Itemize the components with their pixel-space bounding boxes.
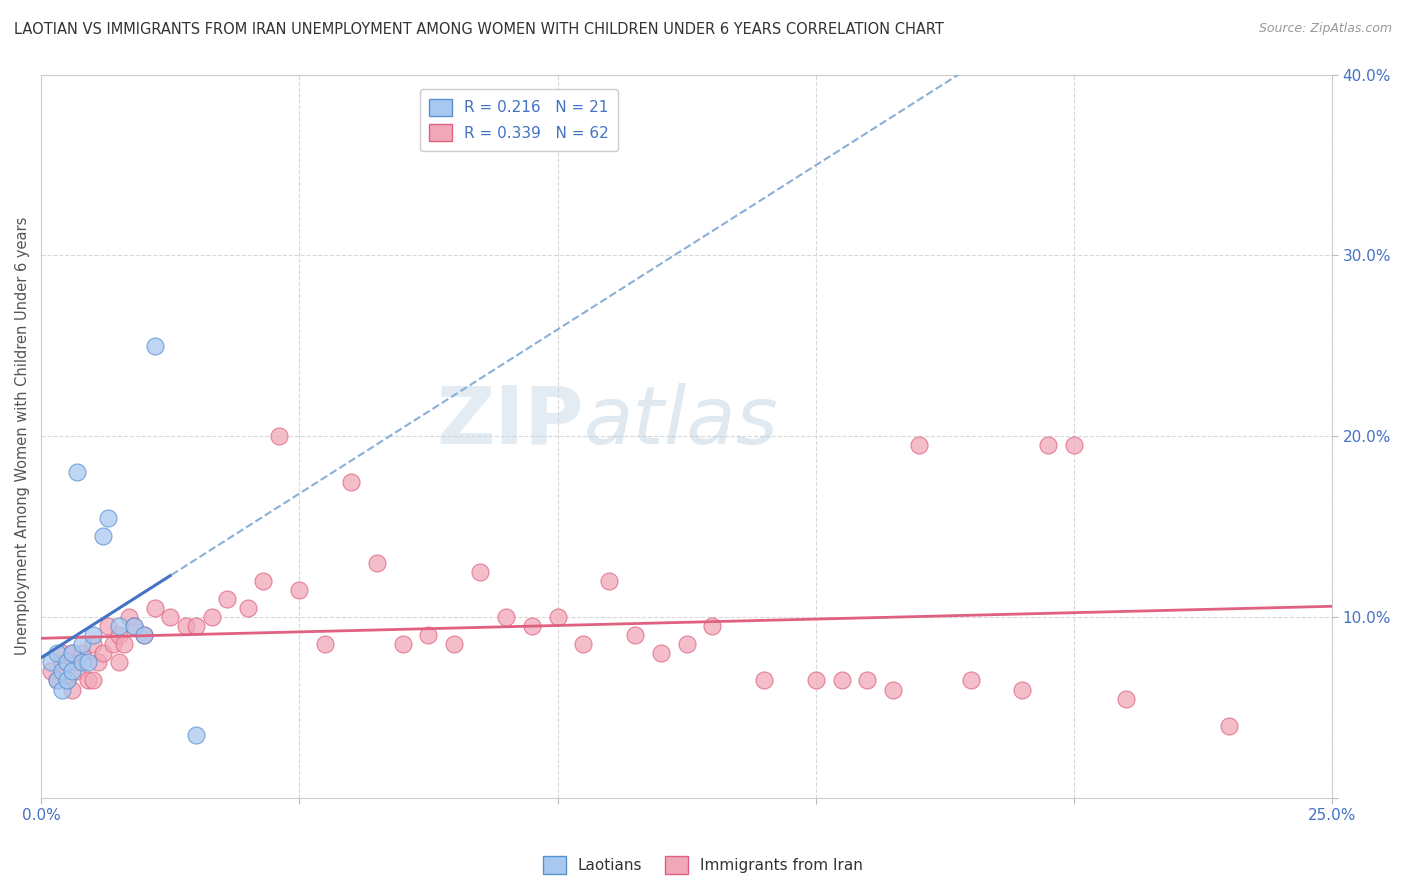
Point xyxy=(252,574,274,588)
Point xyxy=(267,429,290,443)
Point xyxy=(107,628,129,642)
Point xyxy=(122,619,145,633)
Point xyxy=(200,610,222,624)
Point xyxy=(97,510,120,524)
Point xyxy=(118,610,141,624)
Point xyxy=(41,656,63,670)
Point xyxy=(56,656,79,670)
Point xyxy=(702,619,724,633)
Point xyxy=(122,619,145,633)
Point xyxy=(215,592,238,607)
Point xyxy=(159,610,181,624)
Point xyxy=(314,637,336,651)
Point xyxy=(547,610,569,624)
Point xyxy=(60,665,83,679)
Point xyxy=(82,628,104,642)
Point xyxy=(143,339,166,353)
Point xyxy=(1218,719,1240,733)
Point xyxy=(56,656,79,670)
Point xyxy=(60,646,83,660)
Point xyxy=(856,673,879,688)
Point xyxy=(76,673,98,688)
Point xyxy=(495,610,517,624)
Point xyxy=(443,637,465,651)
Point xyxy=(97,619,120,633)
Point xyxy=(831,673,853,688)
Point xyxy=(1036,438,1059,452)
Point xyxy=(572,637,595,651)
Point xyxy=(468,565,491,579)
Point xyxy=(45,673,67,688)
Point xyxy=(134,628,156,642)
Text: LAOTIAN VS IMMIGRANTS FROM IRAN UNEMPLOYMENT AMONG WOMEN WITH CHILDREN UNDER 6 Y: LAOTIAN VS IMMIGRANTS FROM IRAN UNEMPLOY… xyxy=(14,22,943,37)
Point xyxy=(51,656,73,670)
Legend: R = 0.216   N = 21, R = 0.339   N = 62: R = 0.216 N = 21, R = 0.339 N = 62 xyxy=(419,89,617,151)
Point xyxy=(41,665,63,679)
Point xyxy=(107,619,129,633)
Point xyxy=(66,466,89,480)
Point xyxy=(45,646,67,660)
Point xyxy=(752,673,775,688)
Point xyxy=(72,646,94,660)
Point xyxy=(91,646,114,660)
Point xyxy=(1115,691,1137,706)
Point xyxy=(51,682,73,697)
Point xyxy=(56,673,79,688)
Point xyxy=(391,637,413,651)
Point xyxy=(959,673,981,688)
Text: Source: ZipAtlas.com: Source: ZipAtlas.com xyxy=(1258,22,1392,36)
Text: ZIP: ZIP xyxy=(436,383,583,461)
Point xyxy=(418,628,440,642)
Point xyxy=(60,646,83,660)
Point xyxy=(72,637,94,651)
Point xyxy=(184,619,207,633)
Point xyxy=(366,556,388,570)
Point xyxy=(184,728,207,742)
Point xyxy=(143,601,166,615)
Legend: Laotians, Immigrants from Iran: Laotians, Immigrants from Iran xyxy=(537,850,869,880)
Point xyxy=(804,673,827,688)
Point xyxy=(340,475,363,489)
Point xyxy=(675,637,697,651)
Point xyxy=(60,682,83,697)
Point xyxy=(51,646,73,660)
Point xyxy=(82,673,104,688)
Point xyxy=(1011,682,1033,697)
Point xyxy=(45,673,67,688)
Point xyxy=(66,656,89,670)
Point xyxy=(76,656,98,670)
Point xyxy=(882,682,904,697)
Point xyxy=(650,646,672,660)
Point xyxy=(236,601,259,615)
Point xyxy=(66,665,89,679)
Point xyxy=(82,637,104,651)
Point xyxy=(56,673,79,688)
Point xyxy=(91,529,114,543)
Point xyxy=(51,665,73,679)
Point xyxy=(103,637,125,651)
Y-axis label: Unemployment Among Women with Children Under 6 years: Unemployment Among Women with Children U… xyxy=(15,217,30,656)
Point xyxy=(624,628,647,642)
Text: atlas: atlas xyxy=(583,383,778,461)
Point xyxy=(1063,438,1085,452)
Point xyxy=(72,656,94,670)
Point xyxy=(908,438,931,452)
Point xyxy=(174,619,197,633)
Point xyxy=(520,619,543,633)
Point xyxy=(107,656,129,670)
Point xyxy=(134,628,156,642)
Point xyxy=(87,656,110,670)
Point xyxy=(288,582,311,597)
Point xyxy=(112,637,135,651)
Point xyxy=(598,574,620,588)
